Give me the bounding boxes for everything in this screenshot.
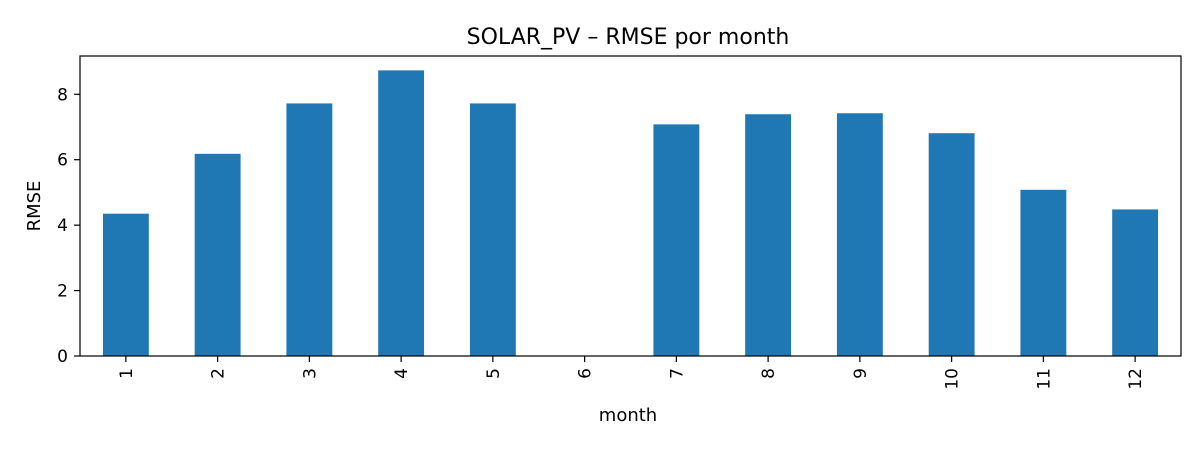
x-tick-label-7: 7 xyxy=(667,368,687,379)
y-tick-label-8: 8 xyxy=(57,85,68,105)
y-tick-label-0: 0 xyxy=(57,347,68,367)
x-axis-label: month xyxy=(599,405,657,426)
bar-month-2 xyxy=(194,153,241,356)
bar-month-10 xyxy=(928,133,975,356)
bar-month-7 xyxy=(653,124,700,356)
x-tick-label-3: 3 xyxy=(300,368,320,379)
x-tick-label-9: 9 xyxy=(851,368,871,379)
bar-month-12 xyxy=(1112,209,1159,356)
x-tick-label-4: 4 xyxy=(392,368,412,379)
x-tick-label-5: 5 xyxy=(484,368,504,379)
x-tick-label-10: 10 xyxy=(943,368,963,390)
y-axis: 0 2 4 6 8 xyxy=(57,85,80,367)
bar-month-9 xyxy=(836,113,883,356)
bar-month-3 xyxy=(286,103,333,357)
plot-area xyxy=(102,70,1159,357)
chart-title: SOLAR_PV – RMSE por month xyxy=(467,25,790,50)
x-tick-label-2: 2 xyxy=(209,368,229,379)
axes-frame xyxy=(79,55,1182,357)
y-tick-label-6: 6 xyxy=(57,151,68,171)
bar-month-1 xyxy=(102,213,149,356)
bar-month-5 xyxy=(469,103,516,357)
y-axis-label: RMSE xyxy=(24,181,45,232)
x-tick-label-8: 8 xyxy=(759,368,779,379)
bar-month-4 xyxy=(378,70,425,356)
x-axis: 1 2 3 4 5 6 7 8 9 10 11 12 xyxy=(117,356,1146,390)
x-tick-label-12: 12 xyxy=(1126,368,1146,390)
bar-month-11 xyxy=(1020,189,1067,356)
bar-month-8 xyxy=(745,114,792,356)
y-tick-label-4: 4 xyxy=(57,216,68,236)
y-tick-label-2: 2 xyxy=(57,282,68,302)
x-tick-label-1: 1 xyxy=(117,368,137,379)
x-tick-label-6: 6 xyxy=(576,368,596,379)
x-tick-label-11: 11 xyxy=(1034,368,1054,390)
